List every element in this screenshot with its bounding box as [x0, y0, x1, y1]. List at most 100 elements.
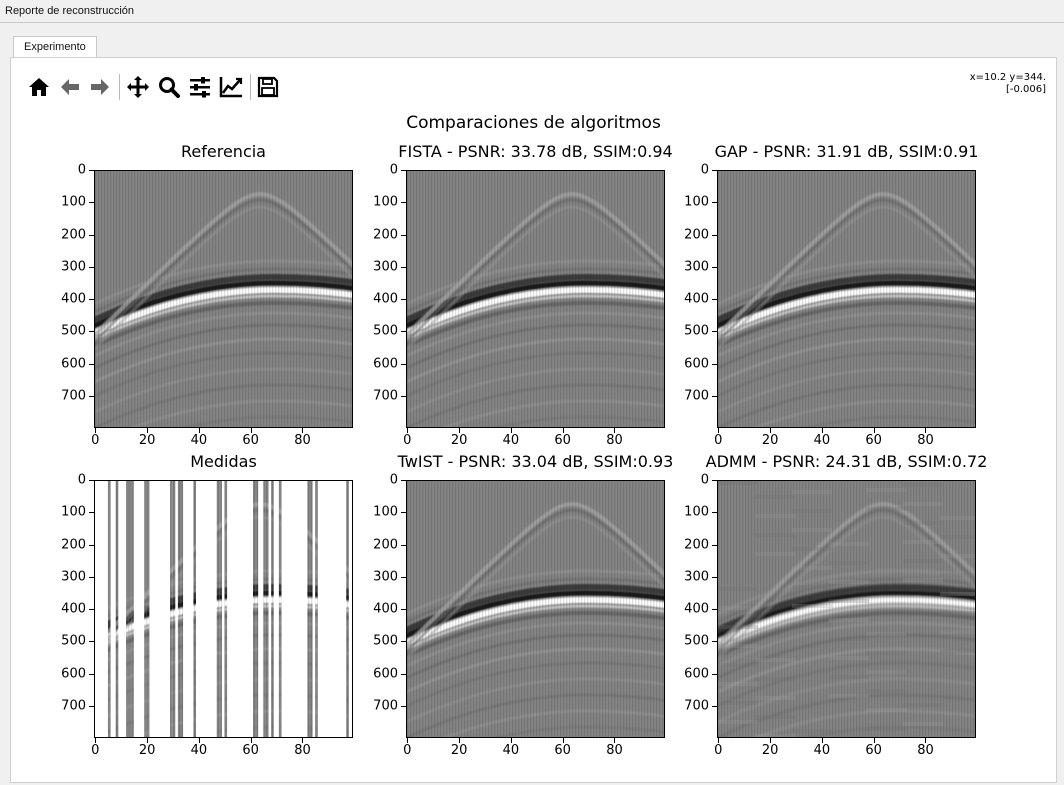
y-tick-label: 200: [684, 227, 709, 242]
coords-xy: x=10.2 y=344.: [969, 72, 1046, 83]
pan-button[interactable]: [124, 72, 152, 102]
y-tick-mark: [712, 170, 717, 171]
x-tick-label: 60: [865, 433, 882, 448]
y-tick-label: 100: [61, 194, 86, 210]
y-tick-mark: [712, 641, 717, 643]
y-tick-label: 100: [373, 504, 398, 520]
x-tick-label: 80: [606, 743, 623, 758]
x-tick-label: 40: [502, 743, 520, 758]
y-tick-label: 200: [61, 537, 86, 552]
subplot-image[interactable]: [94, 170, 353, 428]
y-tick-mark: [712, 705, 717, 707]
subplot-image[interactable]: [717, 480, 976, 738]
zoom-button[interactable]: [155, 72, 183, 102]
y-tick-mark: [712, 480, 717, 481]
window-title: Reporte de reconstrucción: [5, 5, 135, 17]
x-tick-label: 0: [714, 743, 723, 758]
y-tick-label: 200: [684, 537, 709, 552]
x-tick-label: 80: [294, 433, 311, 448]
x-tick-mark: [407, 428, 409, 433]
y-tick-mark: [89, 331, 94, 333]
coords-value: [-0.006]: [1005, 84, 1046, 95]
x-tick-mark: [925, 738, 927, 743]
x-tick-mark: [562, 738, 564, 743]
y-tick-mark: [401, 395, 406, 397]
x-tick-label: 80: [917, 743, 934, 758]
x-tick-mark: [873, 738, 875, 743]
y-tick-mark: [712, 202, 717, 204]
y-tick-mark: [89, 480, 94, 481]
y-tick-label: 300: [61, 569, 86, 585]
y-tick-label: 400: [684, 601, 709, 617]
y-tick-mark: [89, 299, 94, 300]
home-button[interactable]: [25, 72, 53, 102]
y-tick-mark: [401, 299, 406, 300]
y-tick-mark: [712, 673, 717, 675]
x-tick-label: 40: [190, 433, 208, 448]
x-tick-label: 0: [403, 743, 412, 758]
y-tick-mark: [401, 170, 406, 171]
x-tick-label: 20: [450, 743, 468, 758]
y-tick-mark: [401, 234, 406, 236]
y-tick-label: 700: [61, 388, 86, 404]
subplot-title: ADMM - PSNR: 24.31 dB, SSIM:0.72: [705, 452, 988, 471]
subplot-image[interactable]: [94, 480, 353, 738]
y-tick-label: 0: [700, 472, 709, 488]
y-tick-mark: [712, 395, 717, 397]
y-tick-mark: [401, 544, 406, 546]
y-tick-label: 600: [61, 666, 86, 681]
x-tick-mark: [718, 738, 720, 743]
y-tick-label: 300: [684, 569, 709, 585]
figure-panel: x=10.2 y=344. [-0.006] Comparaciones de …: [10, 57, 1057, 783]
y-tick-mark: [89, 266, 94, 268]
y-tick-label: 700: [373, 388, 398, 404]
y-tick-label: 300: [61, 259, 86, 275]
subplot-title: Medidas: [190, 452, 257, 471]
sliders-icon: [190, 77, 210, 98]
x-tick-mark: [614, 428, 616, 433]
heatmap-image: [718, 481, 975, 737]
y-tick-label: 500: [373, 633, 398, 649]
x-tick-mark: [407, 738, 409, 743]
back-button[interactable]: [56, 72, 84, 102]
y-tick-mark: [712, 576, 717, 578]
y-tick-label: 600: [684, 666, 709, 681]
forward-button[interactable]: [86, 72, 114, 102]
x-tick-mark: [147, 428, 149, 433]
window-titlebar: Reporte de reconstrucción: [0, 0, 1064, 23]
y-tick-label: 200: [61, 227, 86, 242]
y-tick-mark: [712, 544, 717, 546]
y-tick-label: 0: [700, 162, 709, 178]
customize-button[interactable]: [217, 72, 245, 102]
y-tick-label: 500: [61, 633, 86, 649]
x-tick-mark: [459, 428, 461, 433]
subplot-image[interactable]: [406, 480, 665, 738]
x-tick-label: 20: [761, 743, 779, 758]
subplot-title: GAP - PSNR: 31.91 dB, SSIM:0.91: [714, 142, 979, 161]
subplot-image[interactable]: [717, 170, 976, 428]
subplots-button[interactable]: [186, 72, 214, 102]
matplotlib-figure[interactable]: Comparaciones de algoritmos Referencia 0 1…: [11, 58, 1056, 782]
x-tick-label: 60: [554, 433, 571, 448]
heatmap-image: [95, 171, 352, 427]
x-tick-label: 40: [813, 743, 831, 758]
y-tick-label: 0: [389, 472, 398, 488]
y-tick-mark: [89, 363, 94, 365]
save-icon: [257, 76, 279, 98]
subplot-title: TwIST - PSNR: 33.04 dB, SSIM:0.93: [397, 452, 674, 471]
y-tick-mark: [712, 363, 717, 365]
y-tick-label: 100: [373, 194, 398, 210]
y-tick-label: 100: [684, 504, 709, 520]
y-tick-label: 600: [684, 356, 709, 371]
y-tick-mark: [712, 299, 717, 300]
y-tick-label: 700: [373, 698, 398, 714]
x-tick-mark: [821, 428, 823, 433]
x-tick-label: 60: [554, 743, 571, 758]
y-tick-mark: [401, 512, 406, 514]
x-tick-mark: [250, 428, 252, 433]
y-tick-label: 400: [61, 601, 86, 617]
y-tick-mark: [89, 705, 94, 707]
tab-experimento[interactable]: Experimento: [13, 36, 97, 58]
subplot-image[interactable]: [406, 170, 665, 428]
save-button[interactable]: [254, 72, 282, 102]
